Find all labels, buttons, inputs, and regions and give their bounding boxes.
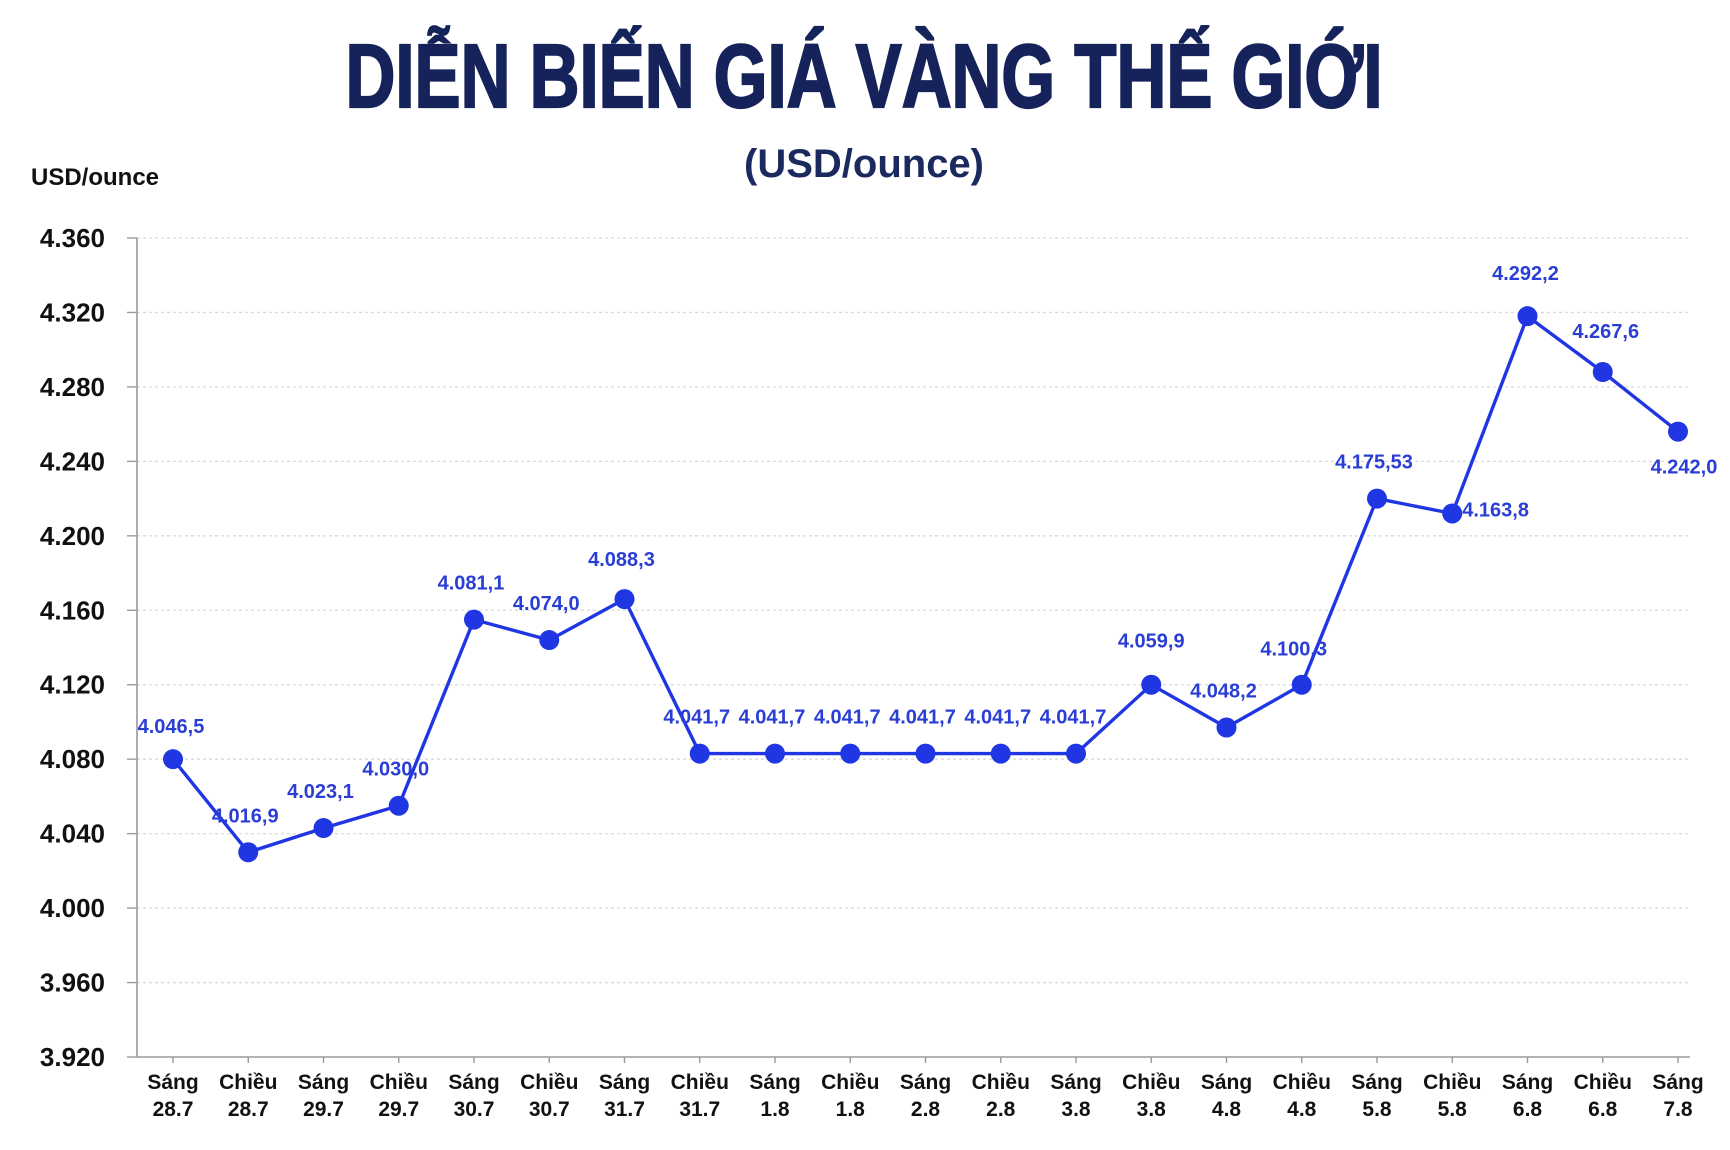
- chart-subtitle: (USD/ounce): [744, 142, 984, 186]
- y-tick-label: 4.320: [40, 297, 105, 327]
- data-label: 4.023,1: [287, 781, 354, 803]
- gridlines: [137, 237, 1690, 984]
- series-gold-price: [163, 306, 1688, 863]
- data-label: 4.048,2: [1190, 681, 1257, 703]
- data-label: 4.175,53: [1335, 452, 1413, 474]
- y-tick-label: 4.040: [40, 819, 105, 849]
- data-point: [1141, 674, 1162, 695]
- data-point: [915, 743, 936, 764]
- data-label: 4.041,7: [814, 707, 881, 729]
- data-point: [990, 743, 1011, 764]
- y-tick-label: 4.080: [40, 744, 105, 774]
- y-tick-label: 3.920: [40, 1042, 105, 1072]
- data-label: 4.074,0: [513, 593, 580, 615]
- data-point: [840, 743, 861, 764]
- data-point: [1066, 743, 1086, 764]
- data-point: [1367, 488, 1387, 509]
- data-label: 4.041,7: [663, 707, 730, 729]
- y-axis-title: USD/ounce: [31, 164, 159, 191]
- data-label: 4.030,0: [362, 759, 429, 781]
- x-axis-ticks: [172, 1057, 1679, 1063]
- data-point: [1517, 306, 1538, 327]
- y-tick-label: 4.120: [40, 670, 105, 700]
- data-label: 4.059,9: [1118, 631, 1185, 653]
- y-tick-label: 4.240: [40, 446, 105, 476]
- data-point: [1442, 503, 1463, 524]
- data-point: [689, 743, 710, 764]
- data-label: 4.041,7: [889, 707, 956, 729]
- data-label: 4.242,0: [1651, 457, 1718, 479]
- data-label: 4.163,8: [1462, 499, 1529, 521]
- data-point: [1592, 362, 1613, 383]
- y-tick-label: 4.000: [40, 893, 105, 923]
- chart-title: DIỄN BIẾN GIÁ VÀNG THẾ GIỚI: [346, 25, 1383, 127]
- data-label: 4.041,7: [964, 707, 1031, 729]
- data-point: [539, 630, 560, 651]
- data-point: [464, 609, 484, 630]
- data-labels: 4.046,5 4.016,9 4.023,1 4.030,0 4.081,1 4.074…: [138, 263, 1718, 827]
- data-point: [238, 842, 259, 863]
- data-point: [1216, 717, 1237, 738]
- data-point: [388, 795, 409, 816]
- y-tick-label: 3.960: [40, 968, 105, 998]
- data-point: [1668, 421, 1688, 442]
- data-point: [765, 743, 785, 764]
- data-label: 4.041,7: [739, 707, 806, 729]
- data-label: 4.100,3: [1260, 639, 1327, 661]
- y-tick-label: 4.160: [40, 595, 105, 625]
- y-tick-label: 4.280: [40, 372, 105, 402]
- data-point: [313, 818, 334, 839]
- data-label: 4.292,2: [1492, 263, 1559, 285]
- y-tick-label: 4.200: [40, 521, 105, 551]
- data-label: 4.081,1: [438, 573, 505, 595]
- data-label: 4.016,9: [212, 805, 279, 827]
- data-point: [1291, 674, 1312, 695]
- data-point: [163, 749, 183, 770]
- y-axis-ticks: 4.360 4.320 4.280 4.240 4.200 4.160 4.120 4.080…: [40, 223, 137, 1072]
- data-label: 4.088,3: [588, 549, 655, 571]
- data-label: 4.267,6: [1572, 321, 1639, 343]
- y-tick-label: 4.360: [40, 223, 105, 253]
- data-label: 4.041,7: [1040, 707, 1107, 729]
- data-point: [614, 589, 635, 610]
- data-label: 4.046,5: [138, 716, 205, 738]
